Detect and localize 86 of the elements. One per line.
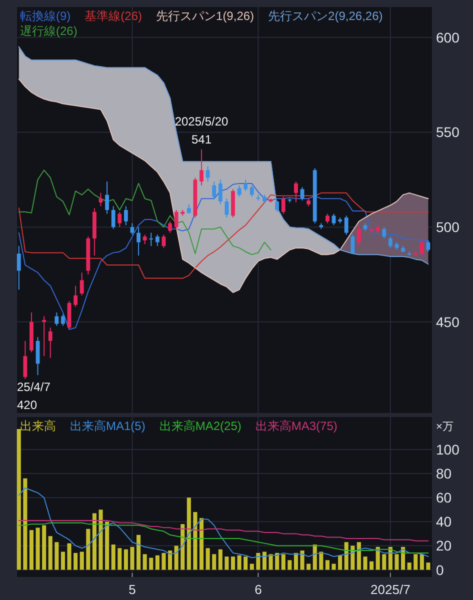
y-tick-label: 40 xyxy=(436,514,452,530)
y-tick-label: 550 xyxy=(436,124,460,140)
bar xyxy=(193,512,198,570)
bar xyxy=(118,548,122,570)
bar xyxy=(54,542,59,570)
bar xyxy=(332,564,336,570)
bar xyxy=(23,478,28,570)
legend: 出来高 出来高MA1(5) 出来高MA2(25) 出来高MA3(75) xyxy=(20,419,338,433)
y-tick-label: 20 xyxy=(436,538,452,554)
bar xyxy=(155,555,160,570)
bar xyxy=(350,546,355,570)
bar xyxy=(98,510,103,570)
x-tick-label: 5 xyxy=(128,582,136,596)
bar xyxy=(306,564,311,570)
bar xyxy=(105,522,110,570)
bar xyxy=(325,560,330,570)
bar xyxy=(338,555,342,570)
annotation: 25/4/7 xyxy=(17,380,51,394)
bar xyxy=(363,556,368,570)
bar xyxy=(92,513,96,570)
bar xyxy=(36,528,40,570)
bar xyxy=(142,554,147,570)
y-tick-label: 500 xyxy=(436,219,460,236)
bar xyxy=(168,550,172,570)
bar xyxy=(162,552,166,570)
bar xyxy=(262,552,267,570)
bar xyxy=(388,546,392,570)
bar xyxy=(130,546,134,570)
bar xyxy=(312,544,317,570)
bar xyxy=(237,555,242,570)
bar xyxy=(186,498,191,570)
bar xyxy=(426,562,430,570)
bar xyxy=(174,546,178,570)
bar xyxy=(212,554,216,570)
annotation: 2025/5/20 xyxy=(174,114,229,128)
bar xyxy=(407,562,412,570)
bar xyxy=(16,429,21,570)
bar xyxy=(224,556,229,570)
bar xyxy=(288,560,292,570)
bar xyxy=(67,543,72,570)
bar xyxy=(376,546,380,570)
y-tick-label: 450 xyxy=(436,314,460,330)
y-tick-label: 80 xyxy=(436,466,452,482)
bar xyxy=(356,542,361,570)
bar xyxy=(60,552,65,570)
bar xyxy=(42,525,46,570)
annotation: 420 xyxy=(17,398,38,412)
x-tick-label: 2025/7 xyxy=(370,582,410,596)
bar xyxy=(29,530,34,570)
bar xyxy=(244,556,248,570)
bar xyxy=(250,564,254,570)
bar xyxy=(319,552,324,570)
bar xyxy=(124,549,128,570)
bar xyxy=(180,524,185,570)
bar xyxy=(344,542,348,570)
bar xyxy=(256,552,260,570)
bar xyxy=(200,518,204,570)
bar xyxy=(370,561,374,570)
bar xyxy=(230,556,236,570)
bar xyxy=(382,554,386,570)
bar xyxy=(401,546,406,570)
y-tick-label: 60 xyxy=(436,490,452,506)
bar xyxy=(300,550,304,570)
bar xyxy=(218,549,222,570)
y-tick-label: 100 xyxy=(436,441,460,458)
x-tick-label: 6 xyxy=(254,582,262,596)
bar xyxy=(80,552,84,570)
bar xyxy=(86,528,90,570)
bar xyxy=(281,554,286,570)
annotation: 541 xyxy=(192,132,212,146)
legend: 転換線(9) 基準線(26) 先行スパン1(9,26) 先行スパン2(9,26,26) 遅行線(26) xyxy=(20,9,383,38)
bar xyxy=(275,552,280,570)
y-tick-label: 0 xyxy=(436,562,444,578)
y-axis-title: ×万 xyxy=(436,421,454,433)
bar xyxy=(420,554,424,570)
bar xyxy=(206,548,210,570)
bar xyxy=(48,536,52,570)
bar xyxy=(294,552,298,570)
bar xyxy=(74,552,78,570)
y-tick-label: 600 xyxy=(436,29,460,46)
bar xyxy=(414,554,418,570)
bar xyxy=(111,544,116,570)
bar xyxy=(136,534,141,570)
bar xyxy=(394,554,399,570)
bar xyxy=(149,558,154,570)
bar xyxy=(268,554,273,570)
